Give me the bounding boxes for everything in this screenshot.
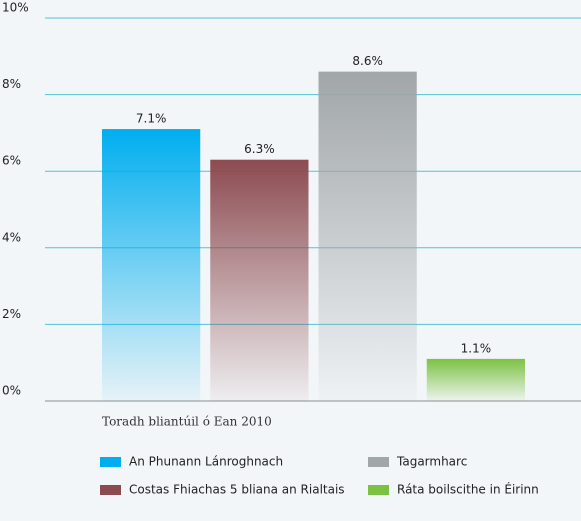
y-tick-label: 4% bbox=[2, 230, 21, 244]
data-label: 1.1% bbox=[461, 341, 492, 355]
legend-swatch bbox=[100, 485, 121, 495]
data-label: 6.3% bbox=[244, 142, 275, 156]
legend-label: Ráta boilscithe in Éirinn bbox=[397, 482, 539, 497]
bar bbox=[102, 129, 201, 401]
y-tick-label: 2% bbox=[2, 307, 21, 321]
data-label: 8.6% bbox=[352, 54, 383, 68]
data-label: 7.1% bbox=[136, 112, 167, 126]
legend-swatch bbox=[368, 457, 389, 467]
bar bbox=[210, 159, 309, 401]
legend-swatch bbox=[368, 485, 389, 495]
legend-swatch bbox=[100, 457, 121, 467]
legend-label: Costas Fhiachas 5 bliana an Rialtais bbox=[129, 483, 345, 497]
legend-label: Tagarmharc bbox=[396, 455, 467, 469]
y-tick-label: 6% bbox=[2, 154, 21, 168]
bar bbox=[426, 358, 525, 401]
legend-label: An Phunann Lánroghnach bbox=[129, 455, 283, 469]
y-tick-label: 8% bbox=[2, 77, 21, 91]
y-tick-label: 0% bbox=[2, 384, 21, 398]
x-tick-label: Toradh bliantúil ó Ean 2010 bbox=[102, 415, 272, 429]
bar bbox=[318, 71, 417, 402]
y-tick-label: 10% bbox=[2, 1, 29, 15]
